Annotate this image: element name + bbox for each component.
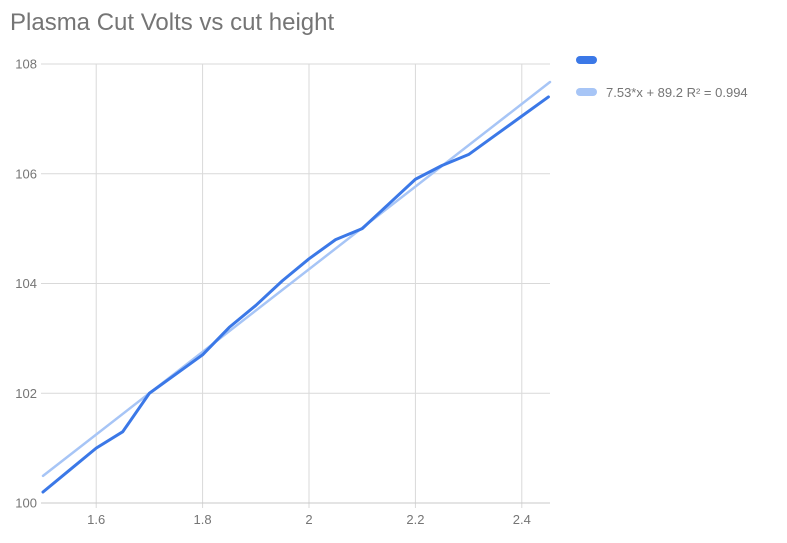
series-swatch xyxy=(576,56,597,64)
x-tick-label: 2.2 xyxy=(406,512,424,527)
x-tick-label: 2 xyxy=(305,512,312,527)
chart-title: Plasma Cut Volts vs cut height xyxy=(10,9,335,36)
trendline-swatch xyxy=(576,88,597,96)
y-tick-label: 102 xyxy=(15,386,37,401)
y-tick-label: 104 xyxy=(15,276,37,291)
data-series-line xyxy=(41,95,550,494)
y-tick-label: 108 xyxy=(15,57,37,72)
legend: 7.53*x + 89.2 R² = 0.994 xyxy=(576,55,781,119)
y-tick-label: 106 xyxy=(15,166,37,181)
y-tick-label: 100 xyxy=(15,496,37,511)
legend-item-series xyxy=(576,55,781,65)
x-tick-label: 1.8 xyxy=(194,512,212,527)
x-tick-label: 2.4 xyxy=(513,512,531,527)
trendline-equation-label: 7.53*x + 89.2 R² = 0.994 xyxy=(606,84,748,100)
trendline xyxy=(41,80,552,478)
x-tick-label: 1.6 xyxy=(87,512,105,527)
legend-item-trendline: 7.53*x + 89.2 R² = 0.994 xyxy=(576,84,781,100)
